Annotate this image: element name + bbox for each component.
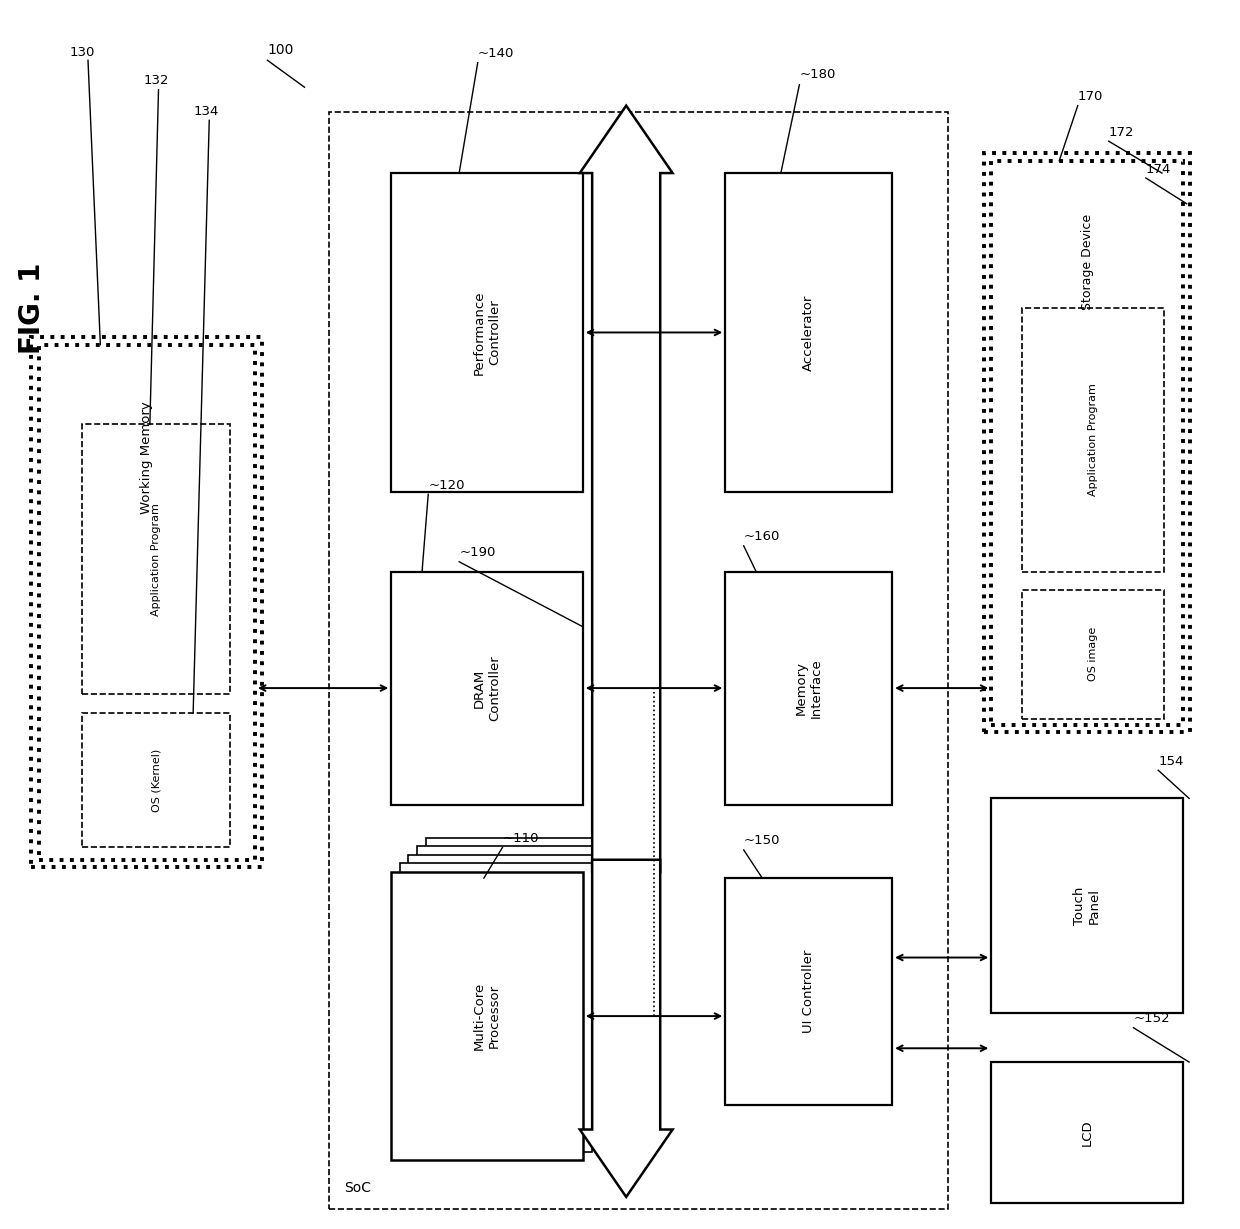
Bar bbox=[408, 855, 600, 1143]
Bar bbox=[82, 424, 231, 694]
Text: OS (Kernel): OS (Kernel) bbox=[151, 748, 161, 811]
Bar bbox=[991, 1062, 1183, 1203]
Polygon shape bbox=[580, 860, 672, 1197]
Bar bbox=[725, 571, 893, 805]
Text: ~152: ~152 bbox=[1133, 1013, 1171, 1025]
Text: 174: 174 bbox=[1146, 162, 1172, 176]
Text: Application Program: Application Program bbox=[151, 503, 161, 616]
Bar bbox=[983, 154, 1190, 732]
Bar bbox=[1022, 308, 1164, 571]
Bar bbox=[725, 879, 893, 1105]
Text: ~150: ~150 bbox=[744, 834, 780, 848]
Text: SoC: SoC bbox=[343, 1181, 371, 1195]
Bar bbox=[391, 173, 583, 492]
Text: 100: 100 bbox=[268, 43, 294, 57]
Text: Application Program: Application Program bbox=[1089, 383, 1099, 497]
Text: ~180: ~180 bbox=[800, 68, 836, 81]
Bar bbox=[991, 161, 1183, 725]
Text: Storage Device: Storage Device bbox=[1080, 214, 1094, 311]
Text: UI Controller: UI Controller bbox=[802, 950, 815, 1034]
Bar bbox=[82, 713, 231, 848]
Text: Touch
Panel: Touch Panel bbox=[1073, 886, 1101, 925]
Text: OS image: OS image bbox=[1089, 627, 1099, 681]
Bar bbox=[991, 799, 1183, 1013]
Text: ~190: ~190 bbox=[459, 547, 496, 559]
Text: FIG. 1: FIG. 1 bbox=[19, 262, 46, 354]
Bar bbox=[725, 173, 893, 492]
Text: Performance
Controller: Performance Controller bbox=[472, 290, 501, 375]
Text: 154: 154 bbox=[1158, 755, 1183, 768]
Text: Multi-Core
Processor: Multi-Core Processor bbox=[472, 982, 501, 1051]
Bar bbox=[399, 864, 591, 1152]
Text: Memory
Interface: Memory Interface bbox=[795, 659, 822, 718]
Text: ~120: ~120 bbox=[428, 479, 465, 492]
Text: 172: 172 bbox=[1109, 125, 1135, 139]
Text: Accelerator: Accelerator bbox=[802, 294, 815, 371]
Text: ~160: ~160 bbox=[744, 531, 780, 543]
Text: 130: 130 bbox=[69, 45, 94, 59]
Text: 170: 170 bbox=[1078, 90, 1104, 103]
Text: System Interconnector: System Interconnector bbox=[647, 780, 661, 923]
Bar bbox=[391, 873, 583, 1160]
Polygon shape bbox=[580, 106, 672, 873]
Text: LCD: LCD bbox=[1080, 1120, 1094, 1145]
Bar bbox=[38, 344, 255, 860]
Text: 134: 134 bbox=[193, 104, 218, 118]
Bar bbox=[330, 112, 947, 1209]
Text: ~110: ~110 bbox=[502, 832, 539, 846]
Bar bbox=[391, 571, 583, 805]
Text: ~140: ~140 bbox=[477, 47, 515, 60]
Bar bbox=[417, 847, 609, 1134]
Text: 132: 132 bbox=[144, 74, 169, 87]
Bar bbox=[1022, 590, 1164, 719]
Bar bbox=[425, 838, 618, 1126]
Text: DRAM
Controller: DRAM Controller bbox=[472, 655, 501, 721]
Text: Working Memory: Working Memory bbox=[140, 402, 154, 515]
Bar bbox=[31, 338, 263, 868]
